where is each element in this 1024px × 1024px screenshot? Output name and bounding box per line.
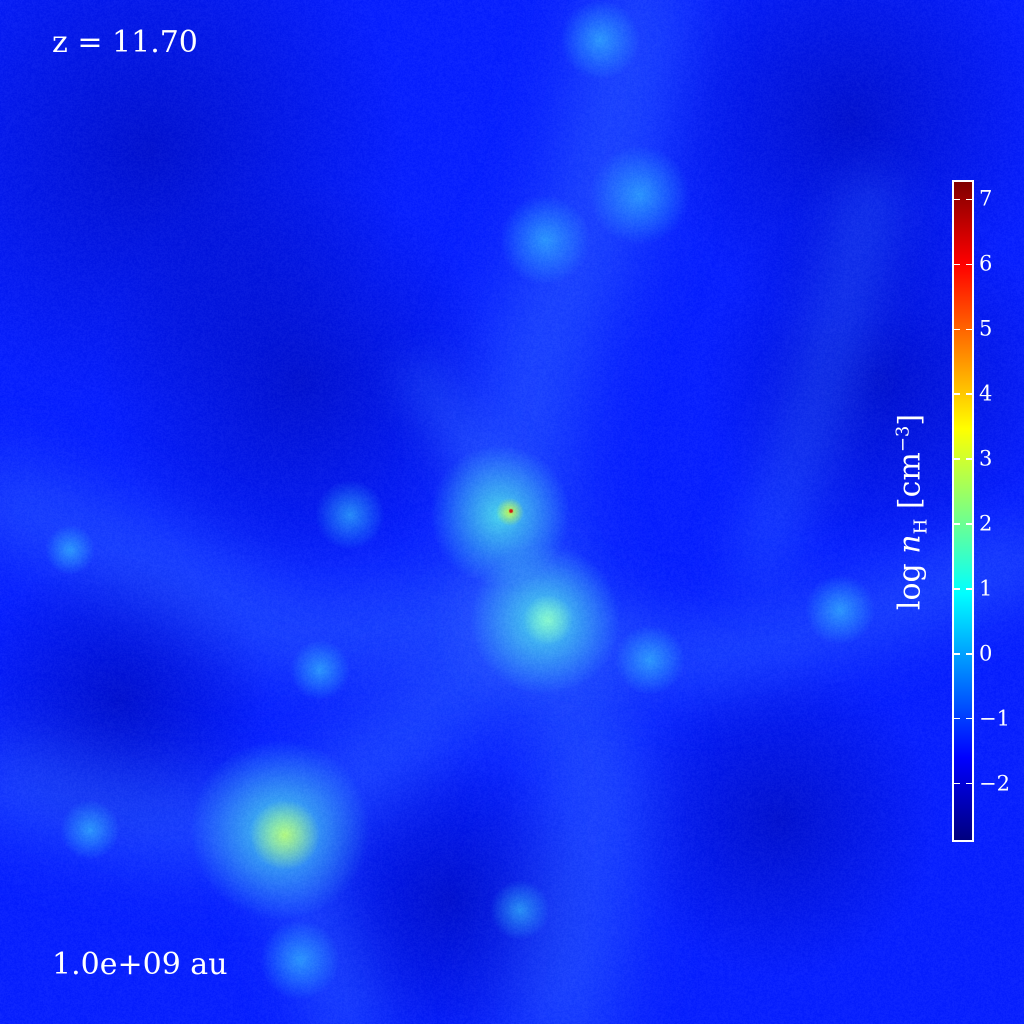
redshift-label: z = 11.70 xyxy=(52,28,198,58)
colorbar-tick-mark xyxy=(966,264,972,266)
colorbar-label-close: ] xyxy=(893,414,928,426)
colorbar-tick-label: 6 xyxy=(979,254,992,275)
colorbar-label-variable: n xyxy=(893,534,928,553)
colorbar-tick-mark xyxy=(966,458,972,460)
colorbar-tick-mark xyxy=(954,523,960,525)
colorbar-tick-mark xyxy=(966,199,972,201)
colorbar-label-prefix: log xyxy=(893,554,928,610)
colorbar-tick-mark xyxy=(966,718,972,720)
colorbar-tick-label: 7 xyxy=(979,189,992,210)
colorbar-tick-label: −1 xyxy=(979,708,1010,729)
colorbar-gradient xyxy=(954,182,972,840)
colorbar-tick-mark xyxy=(966,653,972,655)
colorbar-tick-mark xyxy=(966,393,972,395)
colorbar-tick-label: 3 xyxy=(979,449,992,470)
colorbar xyxy=(952,180,974,842)
colorbar-tick-label: −2 xyxy=(979,773,1010,794)
colorbar-tick-mark xyxy=(954,264,960,266)
colorbar-tick-mark xyxy=(966,783,972,785)
colorbar-tick-label: 1 xyxy=(979,578,992,599)
colorbar-tick-label: 2 xyxy=(979,513,992,534)
colorbar-tick-mark xyxy=(954,588,960,590)
colorbar-label-unit: [cm xyxy=(893,452,928,519)
colorbar-tick-mark xyxy=(954,329,960,331)
colorbar-tick-mark xyxy=(966,588,972,590)
colorbar-tick-mark xyxy=(954,393,960,395)
colorbar-tick-mark xyxy=(954,458,960,460)
colorbar-tick-mark xyxy=(954,718,960,720)
colorbar-tick-mark xyxy=(954,783,960,785)
colorbar-tick-mark xyxy=(954,199,960,201)
colorbar-tick-mark xyxy=(966,329,972,331)
colorbar-label-exponent: −3 xyxy=(893,426,914,453)
scale-bar-label: 1.0e+09 au xyxy=(52,950,228,980)
colorbar-label: log nH [cm−3] xyxy=(893,414,932,610)
colorbar-tick-mark xyxy=(966,523,972,525)
colorbar-label-subscript: H xyxy=(911,519,932,535)
colorbar-tick-label: 5 xyxy=(979,319,992,340)
colorbar-tick-mark xyxy=(954,653,960,655)
colorbar-tick-label: 0 xyxy=(979,643,992,664)
colorbar-tick-label: 4 xyxy=(979,384,992,405)
